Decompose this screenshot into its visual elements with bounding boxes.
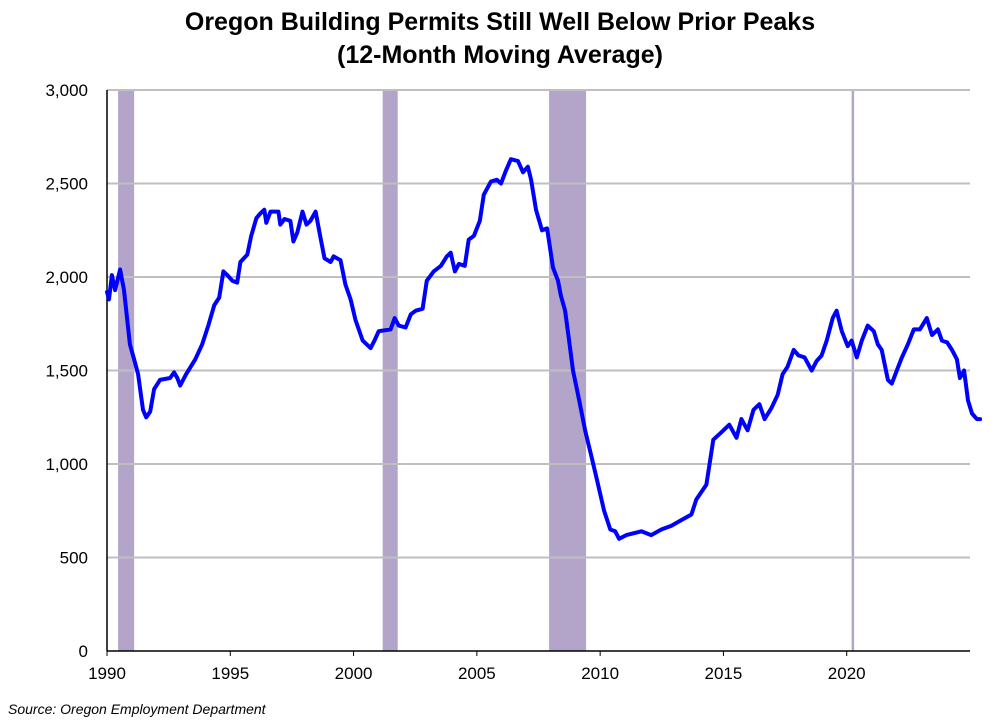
y-tick-label: 0 — [79, 642, 88, 661]
x-tick-label: 2020 — [828, 664, 866, 683]
y-tick-label: 500 — [60, 549, 88, 568]
source-note: Source: Oregon Employment Department — [8, 701, 266, 717]
chart-title: Oregon Building Permits Still Well Below… — [184, 8, 816, 36]
x-tick-label: 1990 — [88, 664, 126, 683]
permits-series-line — [105, 157, 983, 541]
y-tick-label: 2,500 — [45, 175, 88, 194]
y-tick-label: 2,000 — [45, 268, 88, 287]
y-tick-label: 3,000 — [45, 81, 88, 100]
chart-subtitle: (12-Month Moving Average) — [337, 41, 663, 69]
x-tick-label: 2000 — [335, 664, 373, 683]
x-tick-label: 2015 — [705, 664, 743, 683]
x-tick-label: 2005 — [458, 664, 496, 683]
x-tick-label: 2010 — [581, 664, 619, 683]
x-tick-label: 1995 — [211, 664, 249, 683]
y-tick-label: 1,500 — [45, 362, 88, 381]
y-tick-label: 1,000 — [45, 455, 88, 474]
